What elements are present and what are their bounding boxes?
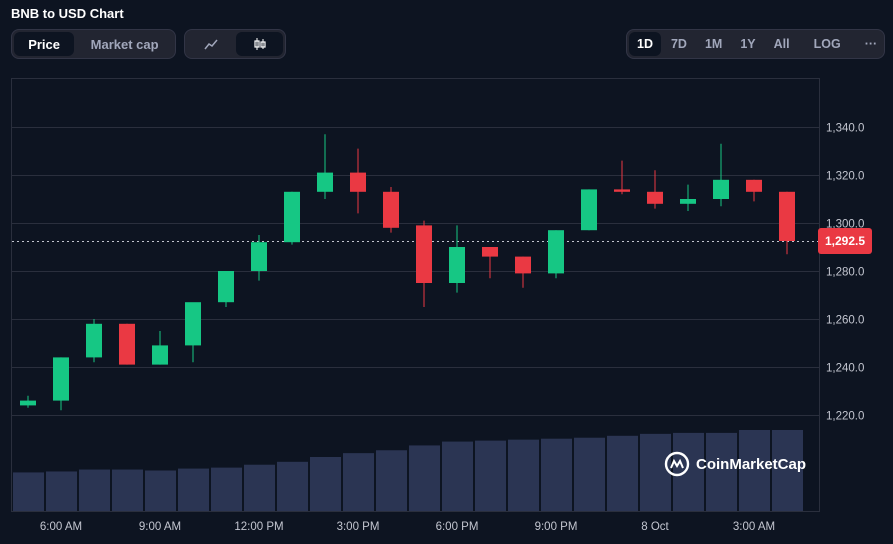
volume-bar	[13, 472, 44, 511]
candle-body	[779, 191, 795, 241]
volume-bar	[673, 432, 704, 511]
line-chart-button[interactable]	[187, 32, 234, 56]
volume-bar	[112, 469, 143, 511]
x-axis-labels: 6:00 AM 9:00 AM 12:00 PM 3:00 PM 6:00 PM 9:00…	[40, 521, 775, 533]
coinmarketcap-watermark: CoinMarketCap	[664, 451, 806, 477]
y-tick-label: 1,280.0	[826, 267, 864, 279]
y-tick-label: 1,340.0	[826, 123, 864, 135]
volume-bar	[706, 432, 737, 511]
candle-body	[746, 179, 762, 192]
log-scale-button[interactable]: LOG	[813, 37, 841, 51]
chart-type-toggle	[184, 29, 286, 59]
price-tab[interactable]: Price	[14, 32, 75, 56]
volume-bar	[409, 445, 440, 511]
volume-bars	[13, 430, 803, 511]
time-range-toggle: 1D 7D 1M 1Y All LOG ···	[626, 29, 885, 59]
x-tick-label: 8 Oct	[641, 521, 669, 533]
y-tick-label: 1,240.0	[826, 363, 864, 375]
candle-body	[218, 271, 234, 303]
volume-bar	[574, 437, 605, 511]
y-tick-label: 1,320.0	[826, 171, 864, 183]
volume-bar	[442, 441, 473, 511]
y-axis-labels: 1,220.0 1,240.0 1,260.0 1,280.0 1,300.0 1,320…	[826, 123, 864, 423]
line-chart-icon	[203, 39, 218, 50]
volume-bar	[541, 438, 572, 511]
range-all-button[interactable]: All	[773, 37, 790, 51]
range-1y-button[interactable]: 1Y	[740, 37, 756, 51]
candlestick-icon	[253, 38, 266, 50]
x-tick-label: 9:00 PM	[535, 521, 578, 533]
volume-bar	[508, 439, 539, 511]
volume-bar	[475, 440, 506, 511]
candle-body	[449, 247, 465, 283]
candle-body	[350, 172, 366, 192]
candle-body	[383, 191, 399, 228]
candle-body	[548, 230, 564, 274]
candle-body	[482, 247, 498, 257]
x-tick-label: 3:00 AM	[733, 521, 775, 533]
range-7d-button[interactable]: 7D	[670, 37, 687, 51]
candle-body	[284, 191, 300, 243]
volume-bar	[244, 464, 275, 511]
volume-bar	[145, 470, 176, 511]
candle-body	[713, 179, 729, 199]
range-1d-button[interactable]: 1D	[629, 32, 661, 56]
volume-bar	[640, 433, 671, 511]
coinmarketcap-logo-icon	[664, 451, 690, 477]
volume-bar	[343, 453, 374, 511]
candle-body	[647, 191, 663, 204]
current-price-tag: 1,292.5	[818, 228, 872, 254]
volume-bar	[310, 457, 341, 511]
x-tick-label: 6:00 PM	[436, 521, 479, 533]
chart-title: BNB to USD Chart	[11, 6, 124, 21]
plot-frame	[11, 78, 820, 512]
volume-bar	[277, 461, 308, 511]
x-tick-label: 3:00 PM	[337, 521, 380, 533]
volume-bar	[772, 430, 803, 511]
volume-bar	[211, 467, 242, 511]
volume-bar	[607, 435, 638, 511]
more-options-button[interactable]: ···	[864, 37, 878, 51]
candle-body	[185, 302, 201, 346]
candle-body	[152, 345, 168, 365]
metric-toggle: Price Market cap	[11, 29, 176, 59]
y-tick-label: 1,300.0	[826, 219, 864, 231]
candle-body	[119, 323, 135, 365]
candle-body	[581, 189, 597, 231]
y-tick-label: 1,260.0	[826, 315, 864, 327]
x-tick-label: 6:00 AM	[40, 521, 82, 533]
gridlines	[12, 127, 819, 416]
candle-body	[20, 400, 36, 406]
candle-body	[680, 199, 696, 204]
candle-body	[416, 225, 432, 283]
x-tick-label: 9:00 AM	[139, 521, 181, 533]
candle-body	[86, 323, 102, 358]
candle-body	[53, 357, 69, 401]
candles	[20, 134, 795, 411]
volume-bar	[178, 468, 209, 511]
candle-body	[317, 172, 333, 192]
y-tick-label: 1,220.0	[826, 411, 864, 423]
volume-bar	[376, 450, 407, 511]
volume-bar	[79, 469, 110, 511]
candlestick-button[interactable]	[236, 32, 283, 56]
watermark-label: CoinMarketCap	[696, 455, 807, 473]
x-tick-label: 12:00 PM	[234, 521, 283, 533]
market-cap-tab[interactable]: Market cap	[90, 36, 159, 52]
candle-body	[614, 189, 630, 192]
volume-bar	[46, 471, 77, 511]
candle-body	[251, 242, 267, 271]
candle-body	[515, 256, 531, 274]
range-1m-button[interactable]: 1M	[704, 37, 723, 51]
volume-bar	[739, 430, 770, 511]
